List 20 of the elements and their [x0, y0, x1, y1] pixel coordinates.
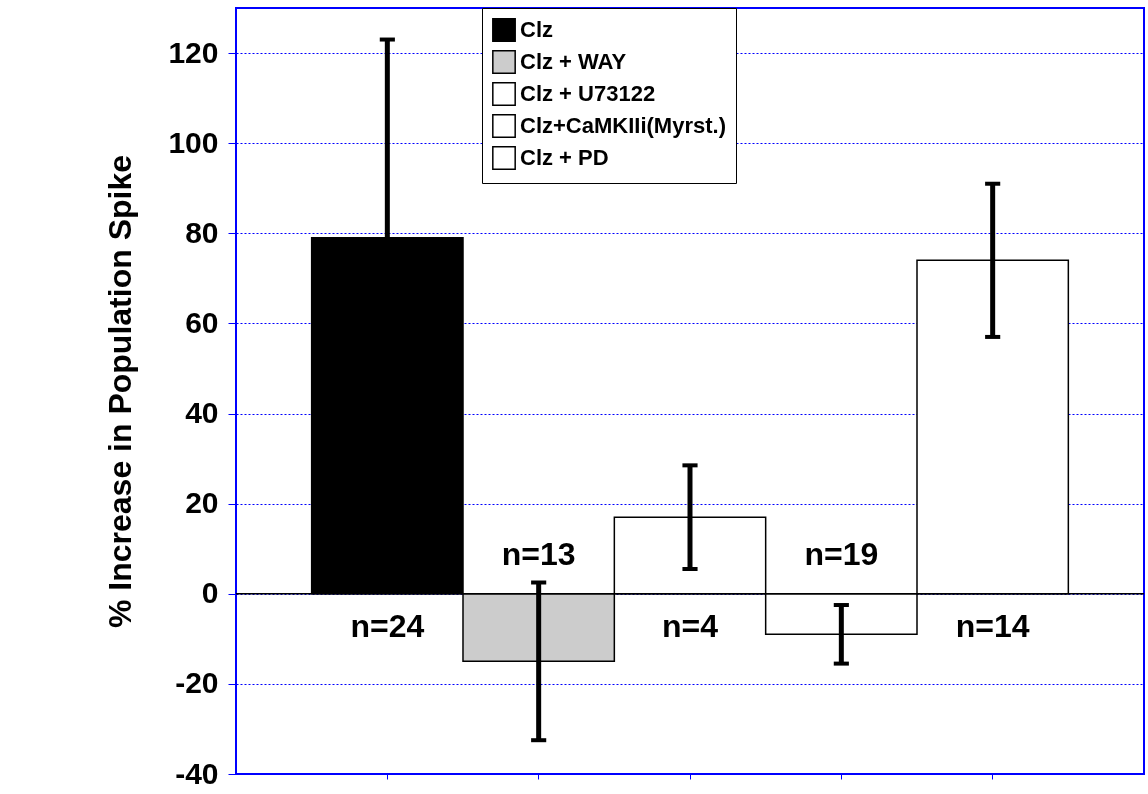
annotation: n=4 [661, 607, 719, 644]
y-tick-label: 60 [185, 305, 219, 339]
annotation: n=14 [955, 607, 1030, 644]
legend-label: Clz+CaMKIIi(Myrst.) [520, 113, 726, 138]
legend-label: Clz + PD [520, 145, 609, 170]
y-tick-label: 120 [168, 35, 219, 69]
annotation: n=19 [804, 535, 879, 572]
y-tick-label: 20 [185, 486, 219, 520]
y-tick-label: 0 [201, 576, 219, 610]
y-tick-label: 100 [168, 125, 219, 159]
y-tick-label: 80 [185, 215, 219, 249]
annotation: n=13 [501, 535, 576, 572]
legend-label: Clz + WAY [520, 49, 627, 74]
legend-label: Clz [520, 17, 553, 42]
y-tick-label: -40 [175, 756, 219, 790]
y-tick-label: -20 [175, 666, 219, 700]
legend-label: Clz + U73122 [520, 81, 656, 106]
y-axis-title: % Increase in Population Spike [102, 154, 139, 629]
y-tick-label: 40 [185, 396, 219, 430]
annotation: n=24 [350, 607, 425, 644]
